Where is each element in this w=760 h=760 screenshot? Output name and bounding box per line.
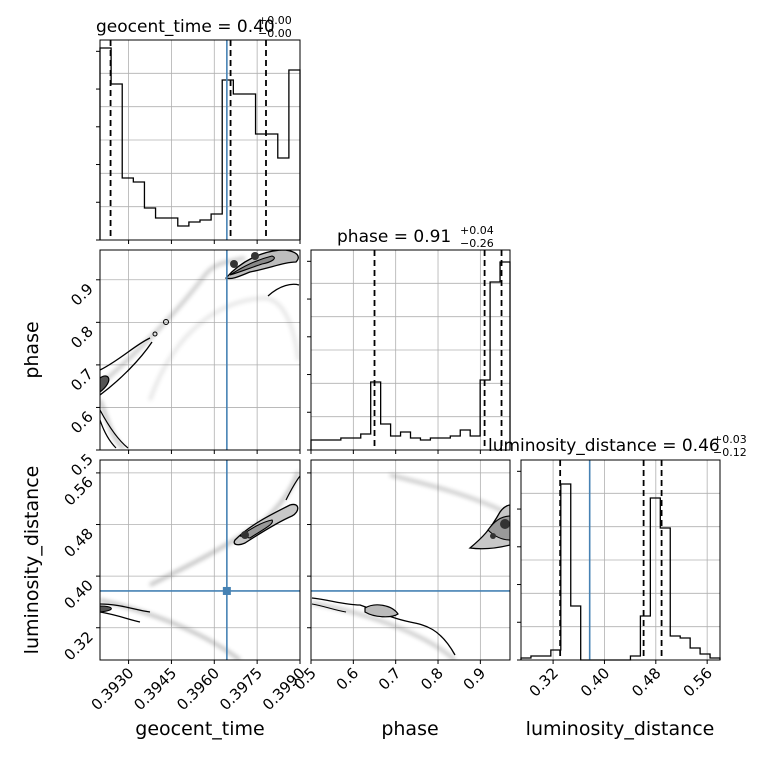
- xlabel-phase: phase: [381, 718, 438, 740]
- hist-step: [310, 261, 511, 450]
- density-band: [389, 473, 506, 514]
- hist-step: [520, 483, 721, 661]
- contour-core: [230, 260, 238, 268]
- hist-luminosity-distance: [520, 460, 721, 661]
- truth-marker: [222, 586, 231, 595]
- density-band: [149, 296, 299, 401]
- title-geocent-time-plus: +0.00: [258, 14, 292, 27]
- panel-frame: [99, 39, 301, 241]
- contour-line: [267, 283, 300, 297]
- panel-grid: [521, 460, 720, 660]
- density-band: [311, 601, 456, 660]
- y-tick-label: 0.40: [60, 576, 96, 612]
- contour-line: [100, 409, 129, 449]
- xlabel-geocent-time: geocent_time: [135, 718, 264, 740]
- density-region: [311, 473, 510, 660]
- panel-frames: [99, 39, 721, 661]
- panel-frame: [99, 459, 301, 661]
- panel-frame: [310, 459, 511, 661]
- contour-line: [285, 475, 300, 501]
- title-luminosity-distance-minus: −0.12: [713, 446, 747, 459]
- y-tick-label: 0.9: [67, 280, 97, 310]
- y-tick-label: 0.56: [60, 473, 96, 509]
- title-geocent-time-minus: −0.00: [258, 27, 292, 40]
- panel-2d-phase-luminosity-distance: [310, 460, 510, 660]
- contour-line: [229, 255, 275, 276]
- hist-geocent-time: [99, 40, 301, 240]
- contour-core: [241, 531, 249, 539]
- x-tick-label: 0.3945: [130, 664, 180, 714]
- contour-line: [100, 603, 151, 623]
- x-tick-label: 0.3975: [216, 664, 266, 714]
- x-tick-label: 0.9: [460, 664, 490, 694]
- density-band: [100, 598, 241, 660]
- ylabel-luminosity-distance: luminosity_distance: [21, 466, 43, 655]
- title-luminosity-distance-plus: +0.03: [713, 433, 747, 446]
- x-tick-label: 0.6: [333, 664, 363, 694]
- x-tick-label: 0.3930: [88, 664, 138, 714]
- panel-frame: [520, 459, 721, 661]
- x-tick-label: 0.48: [628, 664, 664, 700]
- xlabel-luminosity-distance: luminosity_distance: [526, 718, 715, 740]
- panel-hist-geocent-time: [99, 40, 301, 240]
- density-band: [149, 471, 300, 587]
- hist-phase: [310, 261, 511, 450]
- density-band: [100, 256, 246, 387]
- contour-line: [100, 605, 112, 613]
- title-phase-minus: −0.26: [460, 237, 494, 250]
- panel-hist-phase: [310, 250, 511, 450]
- y-tick-label: 0.8: [67, 322, 97, 352]
- x-tick-label: 0.40: [577, 664, 613, 700]
- density-region: [100, 471, 300, 660]
- contour-core: [152, 331, 158, 337]
- ylabel-phase: phase: [21, 321, 43, 378]
- title-geocent-time: geocent_time = 0.40: [96, 17, 275, 37]
- contour-core: [163, 319, 169, 325]
- x-tick-label: 0.8: [417, 664, 447, 694]
- panel-2d-geocent-time-luminosity-distance: [100, 460, 301, 660]
- x-tick-label: 0.56: [680, 664, 716, 700]
- panel-grid: [100, 40, 301, 240]
- truth-lines: [100, 460, 300, 660]
- panel-hist-luminosity-distance: [520, 460, 721, 661]
- y-tick-label: 0.7: [67, 365, 97, 395]
- x-tick-label: 0.32: [526, 664, 562, 700]
- x-tick-label: 0.7: [375, 664, 405, 694]
- panel-frame: [99, 249, 301, 451]
- panel-frame: [310, 249, 511, 451]
- contour-line: [100, 375, 110, 393]
- contour-line: [364, 604, 399, 618]
- y-tick-label: 0.6: [67, 408, 97, 438]
- title-luminosity-distance: luminosity_distance = 0.46: [488, 436, 720, 456]
- panel-grid: [310, 460, 510, 660]
- contour-core: [500, 519, 510, 529]
- contour-core: [251, 252, 259, 260]
- title-phase-plus: +0.04: [460, 224, 494, 237]
- x-tick-label: 0.3960: [173, 664, 223, 714]
- hist-step: [99, 47, 301, 240]
- quantile-lines: [109, 40, 663, 660]
- contour-line: [100, 337, 153, 396]
- y-tick-label: 0.32: [60, 628, 96, 664]
- y-tick-label: 0.48: [60, 525, 96, 561]
- contour-line: [311, 603, 347, 613]
- title-phase: phase = 0.91: [337, 227, 451, 247]
- contour-core: [490, 533, 496, 539]
- panel-2d-geocent-time-phase: [100, 250, 301, 451]
